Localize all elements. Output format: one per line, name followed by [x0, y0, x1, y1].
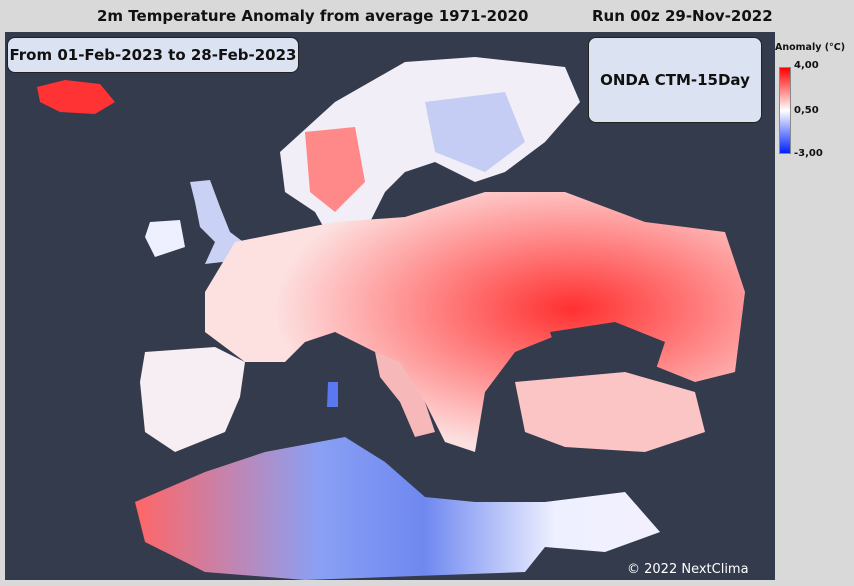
copyright: © 2022 NextClima	[627, 562, 749, 577]
legend-colorbar	[779, 67, 791, 154]
region-iceland	[37, 80, 115, 114]
region-europe	[205, 192, 745, 452]
legend-max: 4,00	[794, 60, 819, 71]
model-box: ONDA CTM-15Day	[588, 37, 762, 123]
region-italy	[375, 352, 435, 437]
region-sardinia	[327, 382, 338, 407]
region-iberia	[140, 347, 245, 452]
period-box: From 01-Feb-2023 to 28-Feb-2023	[7, 37, 299, 73]
anomaly-map	[5, 32, 775, 580]
map-title: 2m Temperature Anomaly from average 1971…	[97, 7, 529, 25]
region-north-africa	[135, 437, 660, 580]
legend-title: Anomaly (°C)	[775, 42, 846, 53]
region-ireland	[145, 220, 185, 257]
region-finland-blue	[425, 92, 525, 172]
legend-mid: 0,50	[794, 105, 819, 116]
region-turkey	[515, 372, 705, 452]
region-black-sea	[550, 322, 665, 377]
region-norway-red	[305, 127, 365, 212]
legend-min: -3,00	[794, 148, 823, 159]
run-label: Run 00z 29-Nov-2022	[592, 7, 773, 25]
